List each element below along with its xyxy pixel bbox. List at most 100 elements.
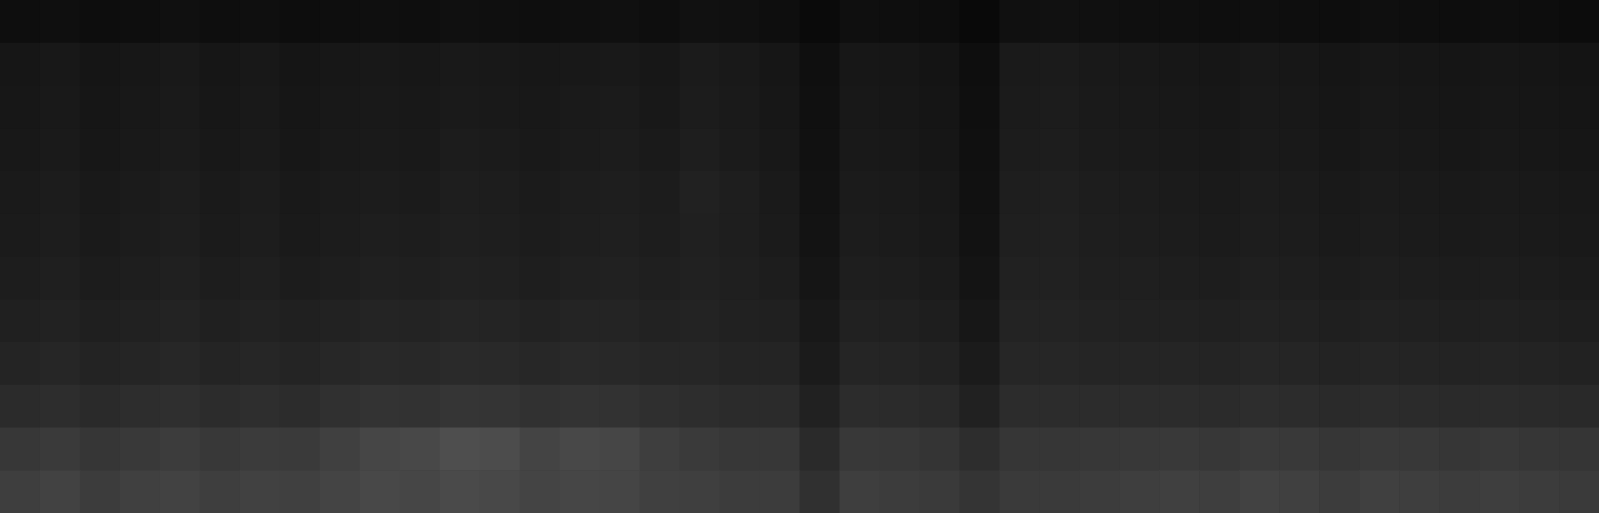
cell xyxy=(600,385,641,428)
cell xyxy=(240,43,281,86)
cell xyxy=(200,299,241,342)
cell xyxy=(320,428,361,471)
cell xyxy=(1039,0,1080,43)
cell xyxy=(240,299,281,342)
cell xyxy=(680,86,721,129)
cell xyxy=(959,257,1000,300)
cell xyxy=(879,470,920,513)
cell xyxy=(200,470,241,513)
cell xyxy=(200,171,241,214)
cell xyxy=(1519,257,1560,300)
cell xyxy=(879,299,920,342)
cell xyxy=(1359,214,1400,257)
cell xyxy=(320,0,361,43)
cell xyxy=(1199,214,1240,257)
cell xyxy=(1559,86,1599,129)
cell xyxy=(919,86,960,129)
cell xyxy=(320,43,361,86)
cell xyxy=(1159,428,1200,471)
cell xyxy=(1479,128,1520,171)
cell xyxy=(1039,171,1080,214)
cell xyxy=(1439,43,1480,86)
cell xyxy=(1479,86,1520,129)
cell xyxy=(640,128,681,171)
cell xyxy=(160,0,201,43)
cell xyxy=(680,214,721,257)
cell xyxy=(1479,428,1520,471)
cell xyxy=(640,0,681,43)
cell xyxy=(200,428,241,471)
cell xyxy=(1119,171,1160,214)
cell xyxy=(1519,86,1560,129)
cell xyxy=(1439,171,1480,214)
cell xyxy=(160,299,201,342)
cell xyxy=(680,342,721,385)
cell xyxy=(1199,342,1240,385)
cell xyxy=(80,257,121,300)
cell xyxy=(1319,128,1360,171)
cell xyxy=(1479,171,1520,214)
cell xyxy=(440,43,481,86)
cell xyxy=(959,428,1000,471)
cell xyxy=(680,470,721,513)
cell xyxy=(919,128,960,171)
cell xyxy=(560,342,601,385)
cell xyxy=(999,86,1040,129)
cell xyxy=(1519,342,1560,385)
cell xyxy=(1079,128,1120,171)
cell xyxy=(480,257,521,300)
cell xyxy=(1359,0,1400,43)
cell xyxy=(1559,470,1599,513)
cell xyxy=(1439,299,1480,342)
cell xyxy=(760,128,801,171)
cell xyxy=(1199,428,1240,471)
cell xyxy=(1559,171,1599,214)
cell xyxy=(1279,86,1320,129)
cell xyxy=(919,428,960,471)
cell xyxy=(839,171,880,214)
cell xyxy=(1159,86,1200,129)
cell xyxy=(40,385,81,428)
cell xyxy=(320,342,361,385)
cell xyxy=(160,43,201,86)
cell xyxy=(480,86,521,129)
cell xyxy=(1279,171,1320,214)
cell xyxy=(959,171,1000,214)
cell xyxy=(800,128,841,171)
cell xyxy=(120,470,161,513)
cell xyxy=(1399,43,1440,86)
cell xyxy=(1079,342,1120,385)
cell xyxy=(720,171,761,214)
cell xyxy=(760,86,801,129)
cell xyxy=(1159,43,1200,86)
cell xyxy=(1079,257,1120,300)
cell xyxy=(440,470,481,513)
cell xyxy=(919,470,960,513)
cell xyxy=(480,0,521,43)
cell xyxy=(1279,428,1320,471)
cell xyxy=(800,470,841,513)
cell xyxy=(1559,385,1599,428)
cell xyxy=(560,299,601,342)
cell xyxy=(400,128,441,171)
cell xyxy=(1279,214,1320,257)
cell xyxy=(1399,428,1440,471)
cell xyxy=(280,214,321,257)
cell xyxy=(40,43,81,86)
cell xyxy=(1039,428,1080,471)
cell xyxy=(1159,385,1200,428)
cell xyxy=(1119,0,1160,43)
cell xyxy=(360,0,401,43)
cell xyxy=(800,0,841,43)
cell xyxy=(1079,171,1120,214)
cell xyxy=(1319,342,1360,385)
cell xyxy=(0,385,41,428)
cell xyxy=(1159,0,1200,43)
cell xyxy=(1199,0,1240,43)
cell xyxy=(879,342,920,385)
cell xyxy=(1279,342,1320,385)
cell xyxy=(640,43,681,86)
cell xyxy=(999,43,1040,86)
cell xyxy=(320,86,361,129)
cell xyxy=(400,385,441,428)
